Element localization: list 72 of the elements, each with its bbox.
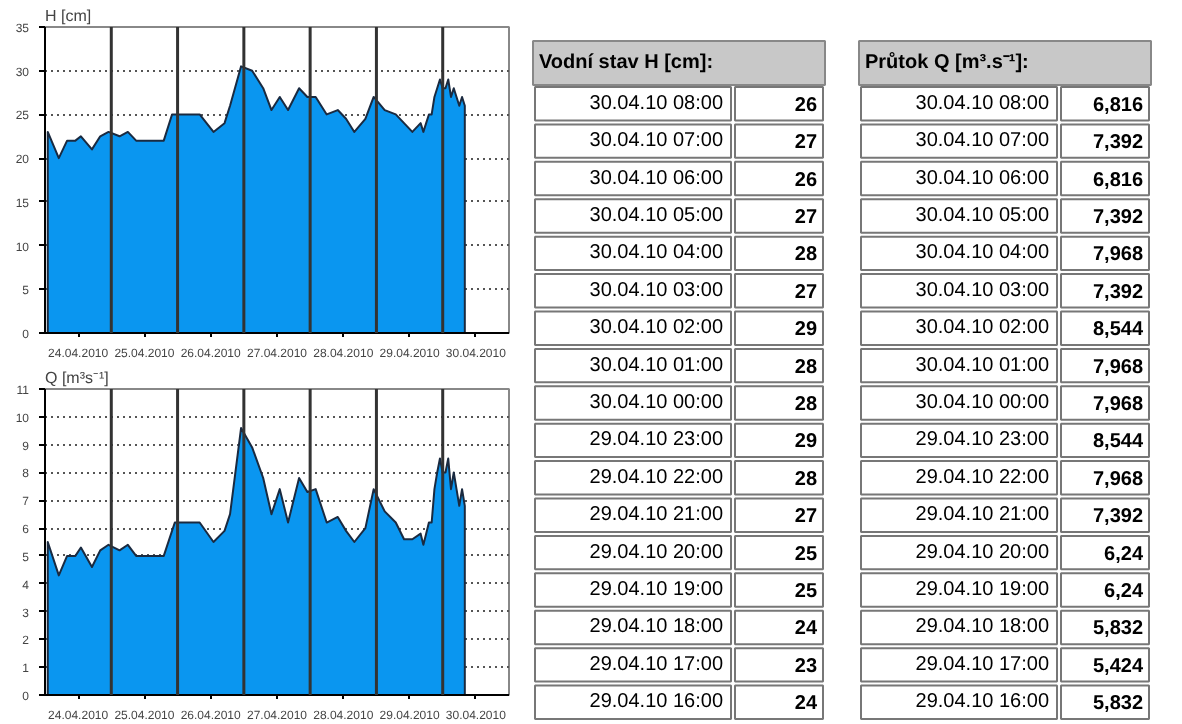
text: 7,968 [1092, 356, 1144, 379]
category-label: 29.04.10 22:00 [915, 466, 1050, 489]
data-label: 29 [794, 319, 818, 342]
category-label: 30.04.10 03:00 [589, 279, 724, 302]
text: 6,816 [1092, 94, 1144, 117]
category-label: 29.04.10 21:00 [589, 504, 724, 527]
category-label: 29.04.10 20:00 [589, 541, 724, 564]
data-label: 25 [794, 543, 818, 566]
text: 7,392 [1092, 206, 1144, 229]
text: 5,832 [1092, 618, 1144, 641]
text: 7,392 [1092, 281, 1144, 304]
data-label: 27 [794, 206, 818, 229]
category-label: 30.04.10 05:00 [589, 204, 724, 227]
text: 7,392 [1092, 132, 1144, 155]
text: Vodní stav H [cm]: [539, 52, 714, 74]
data-label: 24 [794, 693, 818, 716]
category-label: 30.04.10 07:00 [915, 130, 1050, 153]
category-label: 30.04.10 04:00 [589, 242, 724, 265]
category-label: 30.04.10 04:00 [915, 242, 1050, 265]
text: Průtok Q [m³.s⁻¹]: [865, 50, 1029, 74]
category-label: 29.04.10 18:00 [915, 616, 1050, 639]
category-label: 29.04.10 17:00 [915, 653, 1050, 676]
category-label: 30.04.10 08:00 [589, 92, 724, 115]
data-label: 24 [794, 618, 818, 641]
text: 6,816 [1092, 169, 1144, 192]
data-label: 26 [794, 94, 818, 117]
category-label: 30.04.10 01:00 [589, 354, 724, 377]
category-label: 29.04.10 19:00 [589, 579, 724, 602]
category-label: 29.04.10 17:00 [589, 653, 724, 676]
category-label: 29.04.10 20:00 [915, 541, 1050, 564]
category-label: 30.04.10 00:00 [915, 392, 1050, 414]
data-label: 27 [794, 132, 818, 155]
category-label: 29.04.10 16:00 [589, 691, 724, 714]
data-label: 23 [794, 655, 818, 678]
category-label: 29.04.10 23:00 [589, 429, 724, 452]
text: 7,968 [1092, 394, 1144, 416]
data-label: 25 [794, 581, 818, 604]
text: 8,544 [1092, 319, 1144, 342]
category-label: 30.04.10 06:00 [589, 167, 724, 190]
category-label: 30.04.10 08:00 [915, 92, 1050, 115]
category-label: 29.04.10 19:00 [915, 579, 1050, 602]
text: 6,24 [1104, 543, 1144, 566]
category-label: 30.04.10 06:00 [915, 167, 1050, 190]
category-label: 29.04.10 21:00 [915, 504, 1050, 527]
data-label: 27 [794, 281, 818, 304]
y-axis-title: H [cm] [45, 7, 92, 25]
data-label: 26 [794, 169, 818, 192]
text: 5,424 [1092, 655, 1144, 678]
data-label: 28 [794, 468, 818, 491]
category-label: 30.04.10 02:00 [915, 317, 1050, 340]
data-label: 28 [794, 356, 818, 379]
text: 7,392 [1092, 506, 1144, 529]
category-label: 29.04.10 23:00 [915, 429, 1050, 452]
data-label: 28 [794, 244, 818, 267]
y-axis-title: Q [m³s⁻¹] [45, 369, 109, 387]
text: 6,24 [1104, 581, 1144, 604]
text: 7,968 [1092, 468, 1144, 491]
data-label: 27 [794, 506, 818, 529]
category-label: 29.04.10 16:00 [915, 691, 1050, 714]
category-label: 30.04.10 02:00 [589, 317, 724, 340]
data-label: 29 [794, 431, 818, 454]
category-label: 30.04.10 05:00 [915, 204, 1050, 227]
category-label: 29.04.10 22:00 [589, 466, 724, 489]
category-label: 30.04.10 00:00 [589, 392, 724, 414]
text: 7,968 [1092, 244, 1144, 267]
data-label: 28 [794, 394, 818, 416]
category-label: 30.04.10 01:00 [915, 354, 1050, 377]
category-label: 30.04.10 03:00 [915, 279, 1050, 302]
text: 8,544 [1092, 431, 1144, 454]
category-label: 29.04.10 18:00 [589, 616, 724, 639]
text: 5,832 [1092, 693, 1144, 716]
category-label: 30.04.10 07:00 [589, 130, 724, 153]
